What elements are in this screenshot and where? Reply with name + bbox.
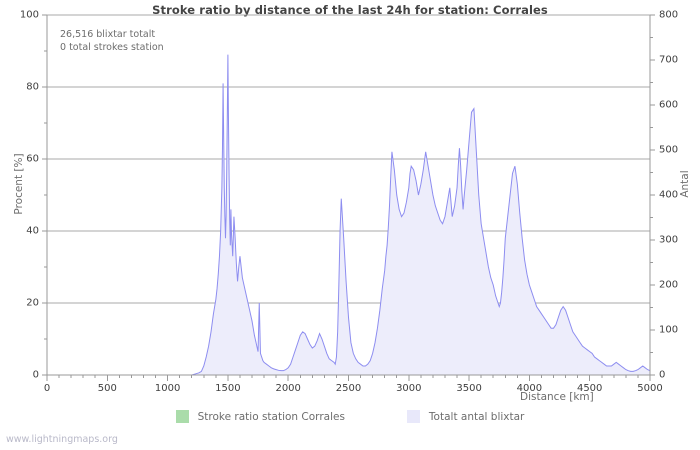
x-tick-label: 1000 (154, 383, 181, 394)
x-tick-label: 4000 (516, 383, 543, 394)
chart-title: Stroke ratio by distance of the last 24h… (152, 3, 548, 17)
x-axis-label: Distance [km] (520, 391, 594, 403)
legend-swatch-icon (406, 410, 420, 423)
x-tick-label: 0 (43, 383, 51, 394)
x-tick-label: 500 (97, 383, 117, 394)
legend-label: Stroke ratio station Corrales (197, 410, 345, 423)
annotation-line-1: 26,516 blixtar totalt (60, 29, 156, 40)
x-tick-label: 3500 (456, 383, 482, 394)
y-tick-label-right: 100 (659, 324, 679, 336)
site-footer-text: www.lightningmaps.org (6, 434, 118, 445)
y-tick-label-right: 500 (659, 144, 679, 156)
y-tick-label-right: 400 (659, 189, 679, 201)
annotation-line-2: 0 total strokes station (60, 42, 164, 53)
legend-label: Totalt antal blixtar (428, 410, 525, 423)
y-tick-label-left: 20 (26, 297, 39, 309)
legend-swatch-icon (175, 410, 189, 423)
x-tick-label: 3000 (396, 383, 422, 394)
chart-annotation: 26,516 blixtar totalt 0 total strokes st… (60, 28, 164, 54)
y-tick-label-right: 800 (659, 9, 679, 21)
chart-legend: Stroke ratio station Corrales Totalt anta… (0, 410, 700, 423)
y-tick-label-right: 300 (659, 234, 679, 246)
y-tick-label-left: 80 (26, 81, 39, 93)
x-tick-label: 2000 (275, 383, 301, 394)
x-tick-label: 4500 (576, 383, 603, 394)
x-tick-label: 2500 (335, 383, 362, 394)
legend-item[interactable]: Stroke ratio station Corrales (175, 410, 345, 423)
y-tick-label-right: 0 (659, 369, 666, 381)
y-tick-label-left: 40 (26, 225, 39, 237)
y-tick-label-right: 600 (659, 99, 679, 111)
y-tick-label-left: 0 (32, 369, 39, 381)
y-tick-label-left: 100 (19, 9, 39, 21)
legend-item[interactable]: Totalt antal blixtar (406, 410, 525, 423)
y-tick-label-right: 200 (659, 279, 679, 291)
y-tick-label-left: 60 (26, 153, 39, 165)
x-tick-label: 1500 (215, 383, 241, 394)
y-tick-label-right: 700 (659, 54, 679, 66)
x-tick-label: 5000 (637, 383, 663, 394)
